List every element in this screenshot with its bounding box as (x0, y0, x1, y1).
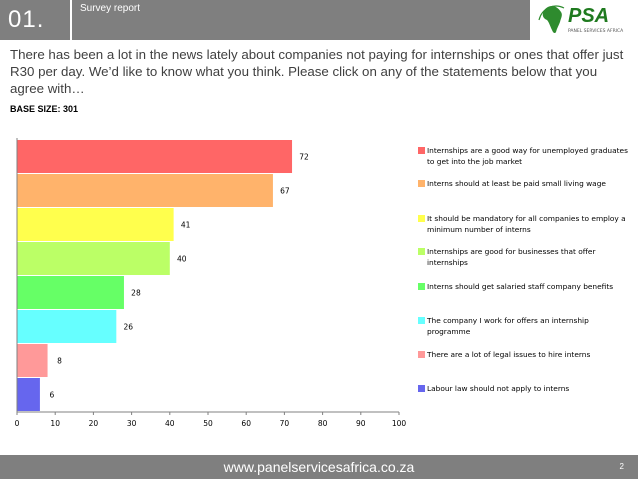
x-tick-label: 80 (318, 419, 328, 428)
bar (17, 208, 174, 241)
data-label: 8 (57, 357, 62, 366)
data-label: 41 (181, 221, 191, 230)
x-tick-label: 30 (127, 419, 137, 428)
x-tick-label: 60 (241, 419, 251, 428)
legend-label: Labour law should not apply to interns (427, 384, 570, 393)
x-tick-label: 0 (15, 419, 20, 428)
footer-bar: www.panelservicesafrica.co.za 2 (0, 453, 638, 479)
legend-label: There are a lot of legal issues to hire … (427, 350, 591, 359)
data-label: 72 (299, 153, 309, 162)
legend-swatch (418, 147, 425, 154)
section-label: Survey report (80, 3, 141, 14)
data-label: 67 (280, 187, 290, 196)
x-tick-label: 90 (356, 419, 366, 428)
legend-swatch (418, 248, 425, 255)
legend-label: It should be mandatory for all companies… (427, 214, 626, 234)
logo-subtitle: PANEL SERVICES AFRICA (568, 29, 624, 34)
x-tick-label: 10 (50, 419, 60, 428)
legend-swatch (418, 283, 425, 290)
x-tick-label: 40 (165, 419, 175, 428)
base-size-label: BASE SIZE: 301 (10, 104, 79, 114)
legend-swatch (418, 215, 425, 222)
bar (17, 310, 117, 343)
psa-logo: PSA PANEL SERVICES AFRICA (530, 0, 638, 40)
x-tick-label: 50 (203, 419, 213, 428)
legend-swatch (418, 317, 425, 324)
bar (17, 174, 273, 207)
bar (17, 378, 40, 411)
footer-divider (0, 453, 638, 455)
x-tick-label: 70 (280, 419, 290, 428)
bar (17, 344, 48, 377)
page-number: 2 (619, 462, 624, 471)
header-bar: 01. Survey report PSA PANEL SERVICES AFR… (0, 0, 638, 40)
legend-swatch (418, 351, 425, 358)
africa-map-icon (538, 5, 565, 34)
bar (17, 276, 124, 309)
logo-text: PSA (568, 5, 610, 27)
slide-number: 01. (8, 6, 45, 33)
website-link[interactable]: www.panelservicesafrica.co.za (223, 459, 415, 475)
x-tick-label: 100 (392, 419, 407, 428)
chart-legend: Internships are a good way for unemploye… (418, 145, 634, 395)
legend-label: Internships are good for businesses that… (427, 247, 596, 267)
header-divider (70, 0, 72, 40)
data-label: 40 (177, 255, 187, 264)
x-tick-label: 20 (89, 419, 99, 428)
legend-label: Internships are a good way for unemploye… (427, 146, 628, 166)
question-text: There has been a lot in the news lately … (10, 47, 624, 96)
bar (17, 140, 293, 173)
legend-label: Interns should at least be paid small li… (427, 179, 606, 188)
legend-label: Interns should get salaried staff compan… (427, 282, 614, 291)
legend-label: The company I work for offers an interns… (427, 316, 589, 336)
data-label: 26 (124, 323, 134, 332)
data-label: 6 (50, 391, 55, 400)
bar (17, 242, 170, 275)
data-label: 28 (131, 289, 141, 298)
legend-swatch (418, 180, 425, 187)
legend-swatch (418, 385, 425, 392)
